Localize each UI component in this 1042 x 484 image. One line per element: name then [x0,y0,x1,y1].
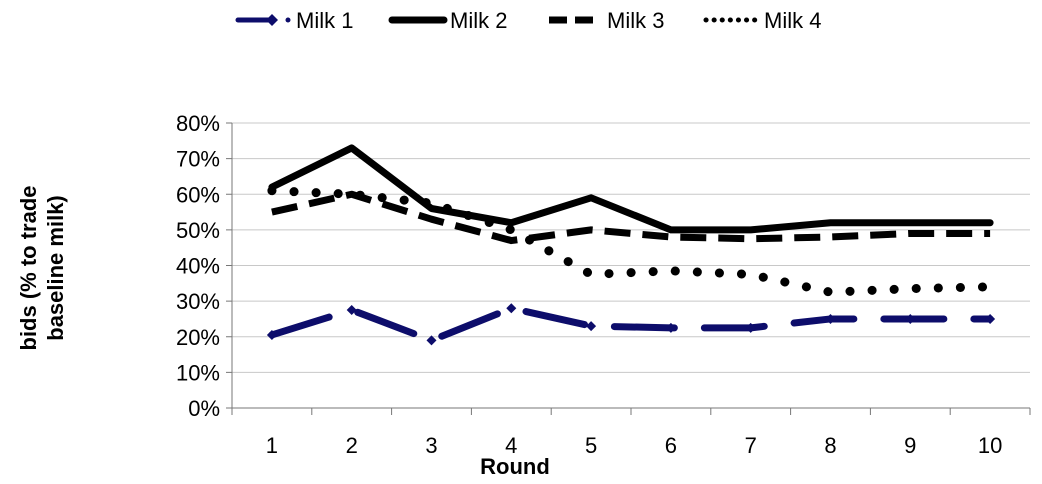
y-tick-label: 20% [176,325,220,350]
legend-label: Milk 1 [296,8,353,33]
legend: Milk 1 Milk 2 Milk 3 Milk 4 [238,8,821,33]
y-tick-label: 50% [176,218,220,243]
gridlines [232,123,1030,372]
legend-item-2: Milk 2 [392,8,507,33]
legend-label: Milk 2 [450,8,507,33]
x-tick-label: 7 [745,433,757,458]
legend-label: Milk 4 [764,8,821,33]
legend-item-1: Milk 1 [238,8,353,33]
data-point [586,321,596,331]
y-tick-label: 40% [176,254,220,279]
legend-item-4: Milk 4 [706,8,821,33]
x-tick-label: 9 [904,433,916,458]
series-line [272,148,990,230]
x-tick-label: 2 [346,433,358,458]
x-tick-label: 3 [425,433,437,458]
series-line [272,308,990,340]
legend-marker [286,18,291,23]
x-tick-label: 6 [665,433,677,458]
y-tick-label: 0% [188,396,220,421]
x-axis-title: Round [480,454,550,479]
y-tick-label: 30% [176,289,220,314]
series-2 [272,148,990,230]
y-tick-label: 70% [176,147,220,172]
series-1 [267,303,995,345]
y-axis-title: bids (% to tradebaseline milk) [16,185,68,350]
x-tick-label: 5 [585,433,597,458]
series-line [272,191,990,293]
data-point [506,303,516,313]
x-tick-label: 10 [978,433,1002,458]
y-tick-label: 10% [176,360,220,385]
axes [226,123,1030,415]
x-tick-label: 8 [824,433,836,458]
y-tick-label: 80% [176,111,220,136]
y-axis-title-line: bids (% to trade [16,185,41,350]
series-layer [267,148,995,345]
legend-label: Milk 3 [607,8,664,33]
legend-marker [266,14,278,26]
x-tick-label: 1 [266,433,278,458]
legend-item-3: Milk 3 [549,8,664,33]
series-4 [272,191,990,293]
y-axis-title-line: baseline milk) [43,195,68,341]
y-tick-label: 60% [176,182,220,207]
